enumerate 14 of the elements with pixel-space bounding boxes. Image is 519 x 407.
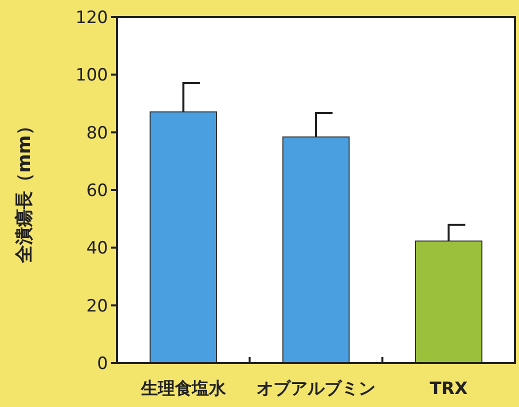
- bar: [282, 136, 350, 364]
- y-tick-label: 120: [76, 8, 108, 28]
- y-tick-label: 100: [76, 66, 108, 86]
- y-tick-label: 0: [97, 354, 108, 374]
- x-tick-label: オブアルブミン: [256, 379, 376, 399]
- x-tick-label: 生理食塩水: [140, 379, 227, 399]
- bar: [415, 240, 482, 364]
- y-tick-label: 20: [86, 296, 108, 316]
- y-tick-label: 60: [86, 181, 108, 201]
- bar: [150, 111, 217, 364]
- y-tick-label: 40: [86, 238, 108, 259]
- x-tick-label: TRX: [430, 379, 468, 399]
- y-axis-title: 全潰瘍長（mm）: [14, 117, 35, 264]
- y-tick-label: 80: [86, 123, 108, 144]
